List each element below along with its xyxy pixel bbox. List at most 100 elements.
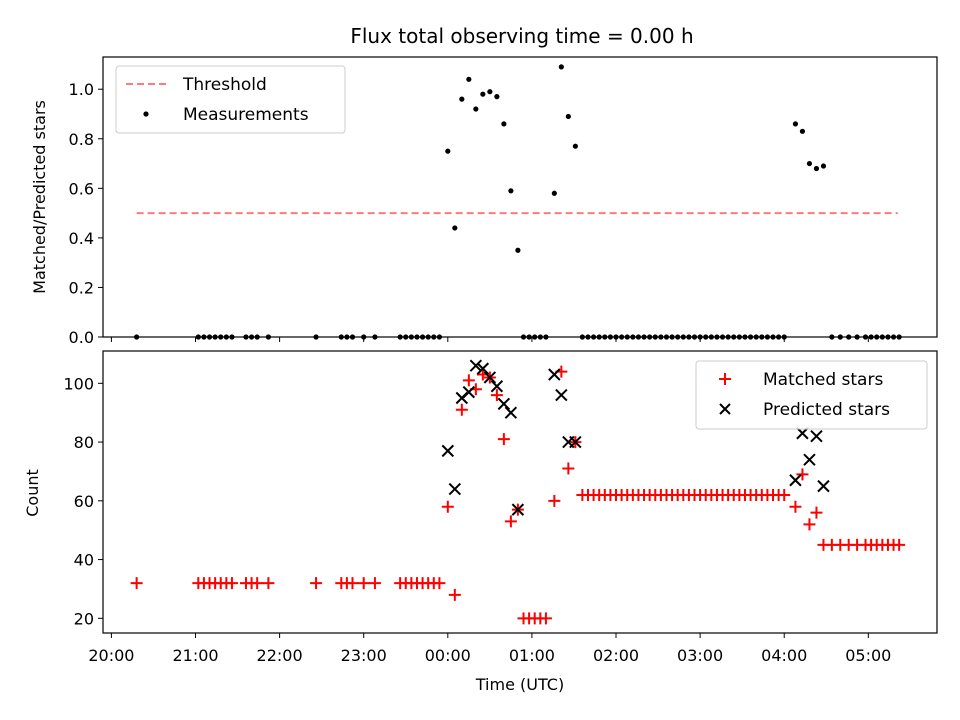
predicted-star-point xyxy=(803,453,816,466)
matched-star-point xyxy=(490,389,503,402)
measurement-point xyxy=(403,334,409,340)
bottom-legend-box xyxy=(695,360,928,430)
measurement-point xyxy=(431,334,437,340)
matched-star-point xyxy=(562,462,575,475)
measurements-legend-label: Measurements xyxy=(183,105,309,125)
matched-star-point xyxy=(810,506,823,519)
measurement-point xyxy=(714,334,720,340)
measurement-point xyxy=(854,334,860,340)
measurement-point xyxy=(652,334,658,340)
measurement-point xyxy=(201,334,207,340)
predicted-star-point xyxy=(817,479,830,493)
measurement-point xyxy=(459,96,465,102)
matched-star-point xyxy=(893,538,906,551)
measurement-point xyxy=(520,334,527,340)
top-y-tick-label: 0.6 xyxy=(69,179,94,198)
predicted-star-point xyxy=(476,362,490,375)
measurement-point xyxy=(452,225,458,231)
measurement-point xyxy=(206,334,213,340)
measurement-point xyxy=(680,334,686,340)
bottom-x-axis: 20:00 21:00 22:00 23:00 00:00 01:00 02:00 03:00… xyxy=(88,633,891,665)
measurement-point xyxy=(473,106,479,112)
matched-star-point xyxy=(225,577,238,590)
matched-star-point xyxy=(548,494,561,507)
matched-star-point xyxy=(448,588,461,601)
predicted-stars-legend-swatch xyxy=(719,403,731,415)
measurement-point xyxy=(372,334,378,340)
measurement-point xyxy=(408,334,414,340)
top-y-tick-label: 0.8 xyxy=(69,130,94,149)
matched-star-point xyxy=(796,468,809,481)
measurement-point xyxy=(635,334,642,340)
measurement-point xyxy=(868,334,874,340)
measurement-point xyxy=(776,334,782,340)
measurement-point xyxy=(675,334,681,340)
measurement-point xyxy=(254,334,260,340)
matched-star-point xyxy=(357,577,370,590)
predicted-star-point xyxy=(469,359,483,372)
measurement-point xyxy=(663,334,670,340)
bottom-y-axis: 20 40 60 80 100 xyxy=(63,374,103,628)
measurement-point xyxy=(195,334,201,340)
threshold-legend-label: Threshold xyxy=(182,75,267,95)
measurement-point xyxy=(425,334,431,340)
x-tick-label: 05:00 xyxy=(845,646,891,665)
measurement-point xyxy=(243,334,249,340)
measurement-point xyxy=(414,334,420,340)
bottom-y-tick-label: 40 xyxy=(74,551,94,570)
measurement-point xyxy=(697,334,703,340)
measurement-point xyxy=(630,334,636,340)
predicted-star-point xyxy=(796,427,809,440)
measurement-point xyxy=(725,334,731,340)
matched-star-point xyxy=(504,515,517,528)
measurement-point xyxy=(508,188,514,194)
predicted-star-point xyxy=(789,474,802,487)
measurement-point xyxy=(708,334,714,340)
bottom-panel: Count 20 40 60 80 100 20:00 21:00 22:00 23:00 00… xyxy=(23,350,938,694)
measurement-point xyxy=(494,94,500,100)
measurement-point xyxy=(736,334,742,340)
bottom-y-tick-label: 60 xyxy=(74,492,94,511)
predicted-star-point xyxy=(548,368,561,381)
x-axis-label: Time (UTC) xyxy=(475,675,564,694)
measurement-point xyxy=(862,334,869,340)
measurement-point xyxy=(313,334,319,340)
bottom-y-tick-label: 80 xyxy=(74,433,94,452)
measurement-point xyxy=(466,76,472,82)
measurement-point xyxy=(658,334,664,340)
measurement-point xyxy=(669,334,675,340)
measurement-point xyxy=(829,334,835,340)
x-tick-label: 00:00 xyxy=(425,646,471,665)
matched-star-point xyxy=(441,500,454,513)
measurement-point xyxy=(526,334,532,340)
measurement-point xyxy=(641,334,647,340)
measurement-point xyxy=(742,334,748,340)
top-y-axis: 0.0 0.2 0.4 0.6 0.8 1.0 xyxy=(69,80,103,347)
matched-star-point xyxy=(368,577,381,590)
measurement-point xyxy=(349,334,356,340)
measurement-point xyxy=(572,143,578,149)
matched-stars-legend-label: Matched stars xyxy=(763,370,883,390)
matched-star-point xyxy=(497,433,510,446)
bottom-points xyxy=(130,359,906,625)
matched-star-point xyxy=(346,577,359,590)
measurement-point xyxy=(558,64,564,70)
x-tick-label: 21:00 xyxy=(172,646,218,665)
measurement-point xyxy=(585,334,591,340)
measurement-point xyxy=(874,334,880,340)
measurement-point xyxy=(719,334,726,340)
predicted-star-point xyxy=(497,397,511,411)
measurement-point xyxy=(445,148,451,154)
top-y-axis-label: Matched/Predicted stars xyxy=(30,100,49,294)
measurements-legend-swatch xyxy=(143,111,149,117)
x-tick-label: 23:00 xyxy=(341,646,387,665)
measurement-point xyxy=(551,190,557,196)
chart-title: Flux total observing time = 0.00 h xyxy=(350,24,693,48)
measurement-point xyxy=(764,334,770,340)
predicted-star-point xyxy=(569,435,582,449)
measurement-point xyxy=(419,334,426,340)
measurement-point xyxy=(896,334,902,340)
bottom-y-axis-label: Count xyxy=(23,469,42,517)
predicted-star-point xyxy=(490,380,504,393)
matched-star-point xyxy=(310,577,323,590)
